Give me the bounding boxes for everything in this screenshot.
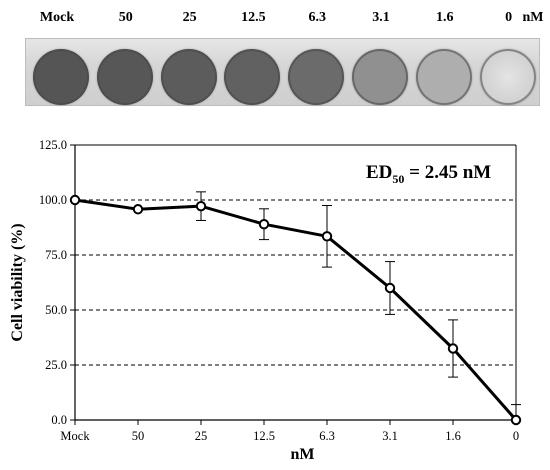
- y-tick-label: 75.0: [45, 248, 67, 262]
- data-point: [132, 204, 144, 215]
- data-point: [510, 414, 522, 426]
- concentration-label: 25: [182, 10, 197, 25]
- concentration-label: 12.5: [241, 10, 266, 25]
- data-point: [195, 200, 207, 212]
- data-point: [384, 282, 396, 294]
- x-tick-label: 1.6: [445, 429, 461, 443]
- concentration-label: 1.6: [436, 10, 454, 25]
- data-point: [321, 231, 333, 242]
- concentration-label: 0: [505, 10, 513, 25]
- x-tick-label: 50: [132, 429, 145, 443]
- concentration-label: Mock: [39, 10, 75, 25]
- x-tick-label: 3.1: [382, 429, 398, 443]
- plate-well: [415, 49, 472, 105]
- y-tick-label: 0.0: [51, 413, 67, 427]
- well-plate-section: Mock 50 25 12.5 6.3 3.1 1.6 0 nM: [0, 0, 550, 108]
- data-point: [258, 219, 270, 230]
- y-tick-label: 25.0: [45, 358, 67, 372]
- data-points: [69, 194, 522, 426]
- concentration-label: 6.3: [308, 10, 326, 25]
- data-point: [447, 343, 459, 354]
- series-line: [74, 198, 518, 421]
- x-tick-label: Mock: [60, 429, 90, 443]
- error-bars: [196, 191, 521, 421]
- x-tick-label: 6.3: [319, 429, 335, 443]
- plate-well: [352, 49, 408, 105]
- plate-well: [224, 49, 281, 105]
- plate-well: [288, 49, 345, 105]
- y-tick-labels: 0.0 25.0 50.0 75.0 100.0 125.0: [39, 138, 75, 427]
- plate-well: [160, 49, 217, 105]
- well-plate: [25, 38, 540, 106]
- viability-line: [74, 198, 518, 421]
- annotation-main: ED: [366, 162, 392, 183]
- axes: [74, 145, 516, 421]
- y-axis-title: Cell viability (%): [9, 223, 26, 341]
- grid-lines: [75, 144, 517, 420]
- x-tick-label: 12.5: [253, 429, 275, 443]
- plate-well: [479, 49, 536, 105]
- plate-well: [33, 49, 89, 105]
- x-tick-label: 0: [513, 429, 519, 443]
- annotation-subscript: 50: [392, 172, 404, 186]
- annotation-rest: = 2.45 nM: [404, 162, 491, 183]
- y-tick-label: 100.0: [39, 193, 67, 207]
- x-axis-title: nM: [291, 446, 315, 463]
- concentration-label: 3.1: [372, 10, 390, 25]
- plate-well: [96, 49, 153, 105]
- cell-viability-chart: 0.0 25.0 50.0 75.0 100.0 125.0 Mock 50 25 12.5 6.…: [9, 138, 522, 463]
- x-tick-label: 25: [195, 429, 208, 443]
- ed50-annotation: ED50 = 2.45 nM: [366, 162, 491, 186]
- y-tick-label: 125.0: [39, 138, 67, 152]
- x-tick-labels: Mock 50 25 12.5 6.3 3.1 1.6 0: [60, 420, 519, 443]
- data-point: [69, 194, 81, 206]
- concentration-label: 50: [118, 10, 133, 25]
- y-tick-label: 50.0: [45, 303, 67, 317]
- plate-unit-label: nM: [522, 10, 544, 25]
